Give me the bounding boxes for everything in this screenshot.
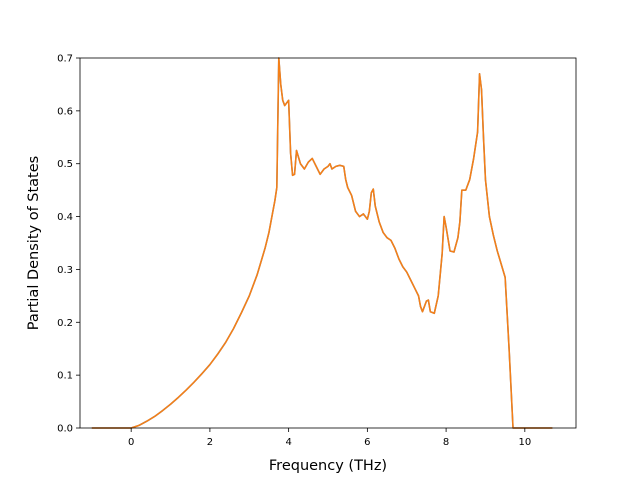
y-tick-label: 0.6 <box>57 106 73 117</box>
x-tick-label: 10 <box>518 437 531 448</box>
x-tick-label: 0 <box>128 437 134 448</box>
x-tick-label: 6 <box>364 437 370 448</box>
x-axis-title: Frequency (THz) <box>269 458 387 474</box>
y-tick-label: 0.0 <box>57 424 73 435</box>
y-tick-label: 0.2 <box>57 318 73 329</box>
pdos-line <box>91 57 553 429</box>
x-tick-label: 8 <box>443 437 449 448</box>
y-tick-label: 0.7 <box>57 54 73 65</box>
y-tick-label: 0.5 <box>57 159 73 170</box>
y-axis-ticks: 0.0 0.1 0.2 0.3 0.4 0.5 0.6 0.7 <box>57 54 80 435</box>
y-tick-label: 0.3 <box>57 265 73 276</box>
y-axis-title: Partial Density of States <box>26 156 42 330</box>
x-tick-label: 4 <box>285 437 291 448</box>
x-axis-ticks: 0 2 4 6 8 10 <box>128 428 531 448</box>
y-tick-label: 0.4 <box>57 212 73 223</box>
y-tick-label: 0.1 <box>57 371 73 382</box>
plot-area <box>91 57 553 429</box>
axes-frame <box>79 57 577 429</box>
x-tick-label: 2 <box>207 437 213 448</box>
